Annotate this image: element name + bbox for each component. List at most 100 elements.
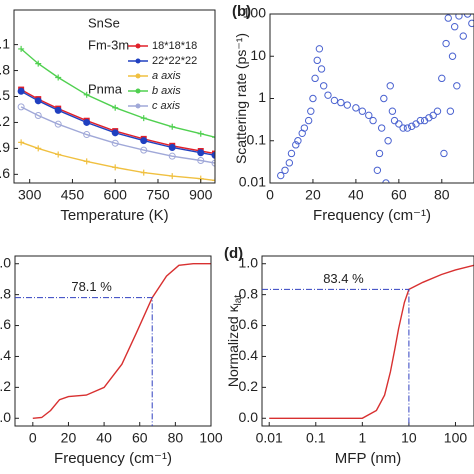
marker — [17, 103, 25, 111]
legend-label: 22*22*22 — [152, 55, 197, 67]
y-tick-label: 1.8 — [0, 61, 10, 77]
scatter-point — [453, 82, 461, 90]
marker — [54, 106, 62, 114]
marker — [111, 129, 119, 137]
scatter-point — [429, 111, 437, 120]
marker — [169, 123, 176, 130]
axes-frame — [13, 9, 216, 184]
marker — [140, 169, 147, 176]
panel-label: (b) — [232, 3, 251, 20]
scatter-point — [459, 32, 467, 40]
y-tick-label: 0.9 — [0, 139, 10, 155]
legend-group: Pnma — [88, 81, 123, 96]
legend-label: b axis — [152, 85, 181, 97]
legend-label: 18*18*18 — [152, 40, 197, 52]
scatter-point — [315, 45, 324, 53]
marker — [140, 115, 147, 122]
scatter-point — [281, 166, 289, 174]
marker — [112, 164, 119, 171]
scatter-point — [384, 137, 392, 145]
legend-marker — [135, 73, 141, 79]
x-tick-label: 300 — [18, 187, 42, 203]
y-tick-label: 1.0 — [239, 254, 259, 270]
y-tick-label: 0.2 — [239, 378, 259, 394]
marker — [83, 131, 91, 139]
scatter-point — [373, 166, 382, 174]
scatter-point — [450, 23, 459, 31]
scatter-point — [287, 149, 296, 158]
scatter-point — [380, 94, 388, 103]
x-tick-label: 450 — [61, 187, 85, 203]
annotation-label: 78.1 % — [71, 279, 112, 294]
marker — [140, 146, 148, 154]
scatter-point — [337, 98, 345, 107]
legend-marker — [135, 58, 141, 64]
marker — [55, 74, 62, 81]
scatter-point — [300, 124, 309, 132]
marker — [197, 130, 204, 137]
y-tick-label: 0.8 — [0, 285, 11, 301]
marker — [35, 145, 42, 152]
panel: 300 450 600 750 900 0.6 0.9 1.2 1.5 1.8 2.1 Tempera… — [0, 9, 216, 224]
scatter-point — [277, 171, 285, 180]
line-series — [32, 263, 211, 419]
y-tick-label: 0.0 — [0, 409, 11, 425]
plot-area — [17, 45, 215, 183]
scatter-point — [382, 179, 390, 183]
axes-frame — [269, 13, 474, 184]
line-series — [20, 90, 215, 156]
scatter-point — [294, 137, 302, 145]
x-tick-label: 0.01 — [256, 430, 283, 446]
scatter-point — [377, 124, 386, 132]
legend-label: a axis — [152, 70, 181, 82]
x-tick-label: 600 — [104, 187, 128, 203]
y-axis-label: Normalized κlat — [225, 295, 244, 387]
scatter-point — [352, 104, 360, 112]
marker — [111, 139, 119, 147]
scatter-point — [319, 82, 328, 90]
scatter-point — [386, 82, 394, 90]
legend-marker — [135, 43, 141, 49]
y-axis-label-sub: lat — [233, 295, 244, 306]
scatter-point — [425, 114, 433, 122]
x-tick-label: 40 — [96, 430, 112, 446]
scatter-point — [311, 74, 319, 83]
scatter-point — [365, 111, 373, 120]
y-tick-label: 0.01 — [239, 174, 266, 190]
annotation-guide — [15, 297, 153, 426]
x-tick-label: 750 — [146, 187, 170, 203]
marker — [197, 157, 205, 165]
scatter-point — [416, 116, 425, 125]
y-tick-label: 1.5 — [0, 87, 10, 103]
x-axis-label: MFP (nm) — [335, 450, 401, 467]
marker — [211, 151, 215, 159]
panel: 0 20 40 60 80 100 0.0 0.2 0.4 0.6 0.8 1.0 Frequency … — [0, 254, 223, 467]
x-tick-label: 10 — [401, 430, 417, 446]
axes-frame — [261, 255, 474, 427]
scatter-point — [313, 56, 321, 65]
panel-label: (d) — [224, 245, 243, 262]
scatter-point — [446, 107, 455, 115]
marker — [83, 91, 90, 98]
plot-area — [269, 264, 474, 419]
plot-area — [277, 14, 474, 183]
scatter-point — [324, 91, 332, 99]
scatter-point — [455, 14, 463, 20]
y-tick-label: 0.4 — [239, 347, 259, 363]
annotation-label: 83.4 % — [323, 271, 364, 286]
x-tick-label: 60 — [132, 430, 148, 446]
scatter-point — [399, 124, 407, 132]
scatter-point — [317, 65, 326, 73]
x-tick-label: 0 — [29, 430, 37, 446]
line-series — [20, 106, 215, 164]
scatter-point — [442, 39, 450, 48]
y-tick-label: 2.1 — [0, 35, 10, 51]
x-tick-label: 900 — [189, 187, 213, 203]
x-axis-label: Temperature (K) — [60, 207, 168, 224]
panel: 0 20 40 60 80 100 10 1 0.1 0.01 Frequency (cm⁻¹) Sc… — [232, 3, 474, 224]
y-tick-label: 1.0 — [0, 254, 11, 270]
axes-frame — [14, 255, 212, 427]
y-tick-label: 1 — [258, 89, 266, 105]
y-tick-label: 0.6 — [0, 316, 11, 332]
marker — [54, 120, 62, 128]
